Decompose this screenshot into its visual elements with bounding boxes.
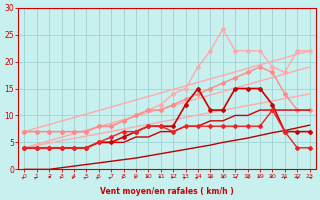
- X-axis label: Vent moyen/en rafales ( km/h ): Vent moyen/en rafales ( km/h ): [100, 187, 234, 196]
